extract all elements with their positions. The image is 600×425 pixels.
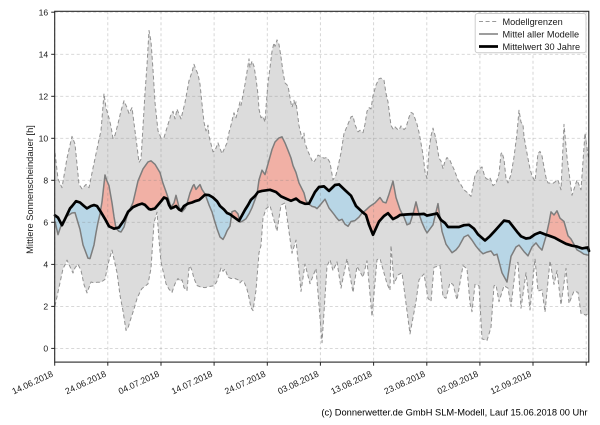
svg-text:6: 6 [43, 217, 48, 227]
svg-text:Mittlere Sonnenscheindauer [h]: Mittlere Sonnenscheindauer [h] [25, 125, 35, 254]
svg-text:10: 10 [39, 133, 49, 143]
svg-text:2: 2 [43, 302, 48, 312]
svg-text:8: 8 [43, 175, 48, 185]
svg-text:0: 0 [43, 344, 48, 354]
svg-text:4: 4 [43, 260, 48, 270]
svg-text:Mittel aller Modelle: Mittel aller Modelle [503, 30, 580, 40]
svg-text:Mittelwert 30 Jahre: Mittelwert 30 Jahre [503, 42, 581, 52]
svg-text:14: 14 [39, 49, 49, 59]
svg-text:12: 12 [39, 91, 49, 101]
svg-text:16: 16 [39, 7, 49, 17]
svg-text:(c) Donnerwetter.de GmbH SLM-M: (c) Donnerwetter.de GmbH SLM-Modell, Lau… [321, 408, 587, 418]
svg-text:Modellgrenzen: Modellgrenzen [503, 17, 563, 27]
